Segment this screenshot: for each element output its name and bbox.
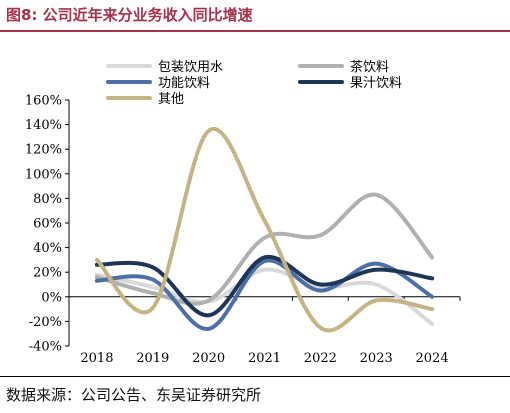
x-tick-label: 2022 — [304, 351, 337, 366]
y-tick-label: 60% — [33, 217, 62, 232]
y-tick-label: 120% — [25, 143, 62, 158]
y-tick-label: 20% — [33, 266, 62, 281]
legend-label: 其他 — [158, 92, 184, 107]
x-tick-label: 2021 — [248, 351, 281, 366]
source-note: 数据来源：公司公告、东吴证券研究所 — [6, 386, 262, 404]
legend-item: 茶饮料 — [298, 59, 389, 75]
legend-label: 茶饮料 — [350, 59, 389, 75]
y-tick-label: 100% — [25, 167, 62, 182]
series-line-4 — [94, 254, 435, 318]
x-tick-label: 2020 — [192, 351, 225, 366]
source-rule — [0, 376, 510, 377]
title-rule — [0, 30, 510, 32]
y-tick-label: -20% — [29, 315, 62, 330]
x-tick-label: 2018 — [80, 351, 113, 366]
y-axis: -40% -20% 0% 20% 40% 60% 80% 100% 120% 140% 160% — [25, 94, 70, 355]
x-tick-label: 2023 — [360, 351, 393, 366]
legend-item: 其他 — [106, 92, 184, 107]
legend-label: 果汁饮料 — [350, 76, 402, 91]
y-tick-label: 0% — [41, 290, 62, 305]
legend-label: 功能饮料 — [158, 76, 210, 91]
y-tick-label: 140% — [25, 118, 62, 133]
series-line-2 — [94, 192, 435, 306]
legend-item: 包装饮用水 — [106, 60, 223, 75]
legend-item: 果汁饮料 — [298, 76, 402, 91]
y-tick-label: 80% — [33, 192, 62, 207]
series-lines — [94, 126, 435, 333]
x-axis: 2018 2019 2020 2021 2022 2023 2024 — [68, 296, 461, 366]
legend-item: 功能饮料 — [106, 76, 210, 91]
x-tick-label: 2024 — [416, 351, 449, 366]
series-line-3 — [94, 258, 435, 331]
figure-title: 图8: 公司近年来分业务收入同比增速 — [6, 6, 253, 24]
y-tick-label: -40% — [29, 340, 62, 355]
series-line-5 — [94, 126, 435, 333]
x-tick-label: 2019 — [136, 351, 169, 366]
legend-label: 包装饮用水 — [158, 60, 223, 75]
series-line-1 — [94, 267, 435, 326]
y-tick-label: 160% — [25, 94, 62, 109]
y-tick-label: 40% — [33, 241, 62, 256]
